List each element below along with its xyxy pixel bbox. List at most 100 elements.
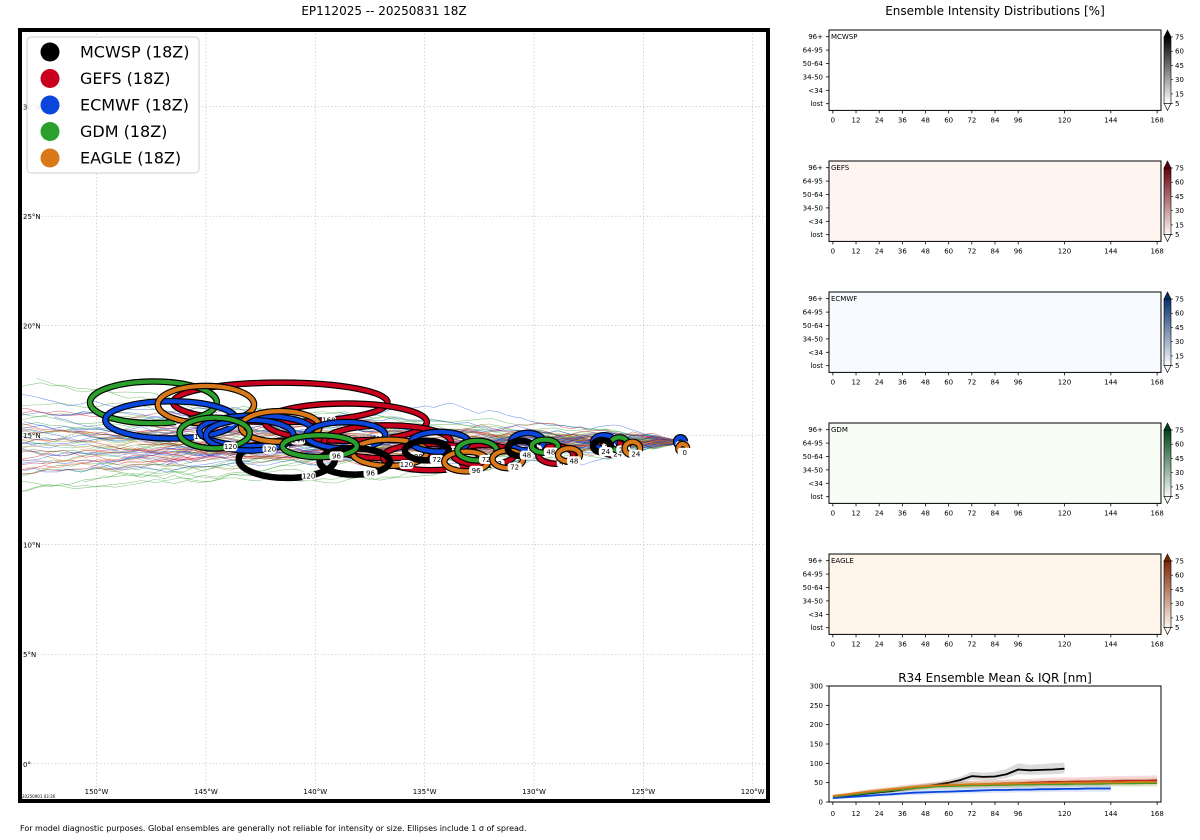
lead-label-box xyxy=(519,450,534,460)
heatmap-cell xyxy=(1130,214,1143,229)
intensity-distributions: Ensemble Intensity Distributions [%] MCWS… xyxy=(803,4,1184,648)
heatmap-cell xyxy=(1083,318,1096,333)
heatmap-cell xyxy=(1095,554,1108,568)
r34-y-tick-label: 100 xyxy=(810,760,823,768)
heatmap-cell xyxy=(933,554,946,568)
heatmap-cell xyxy=(886,449,899,464)
heatmap-cell xyxy=(852,332,865,346)
colorbar-tick-label: 30 xyxy=(1175,76,1184,84)
heatmap-cell xyxy=(967,292,980,306)
heatmap-cell xyxy=(1141,554,1154,568)
x-tick-label: 60 xyxy=(944,247,953,255)
heatmap-cell xyxy=(1060,567,1073,582)
heatmap-cell xyxy=(967,607,980,622)
x-tick-label: 144 xyxy=(1104,640,1118,648)
heatmap-cell xyxy=(1049,43,1062,58)
heatmap-cell xyxy=(852,305,865,320)
heatmap-cell xyxy=(1095,292,1108,306)
heatmap-cell xyxy=(852,567,865,582)
heatmap-cell xyxy=(1083,423,1096,437)
r34-x-tick-label: 24 xyxy=(875,810,884,818)
heatmap-cell xyxy=(1014,30,1027,44)
heatmap-cell xyxy=(875,607,888,622)
heatmap-cell xyxy=(1118,580,1131,595)
heatmap-cell xyxy=(898,621,911,635)
heatmap-cell xyxy=(1002,174,1015,189)
heatmap-cell xyxy=(1002,201,1015,215)
heatmap-cell xyxy=(1025,594,1038,608)
heatmap-cell xyxy=(875,594,888,608)
heatmap-cell xyxy=(956,594,969,608)
heatmap-cell xyxy=(944,490,957,504)
heatmap-cell xyxy=(886,463,899,477)
colorbar-tick-label: 45 xyxy=(1175,455,1184,463)
heatmap-cell xyxy=(1130,449,1143,464)
heatmap-cell xyxy=(1002,607,1015,622)
heatmap-cell xyxy=(956,607,969,622)
heatmap-cell xyxy=(829,423,841,437)
x-tick-label: 72 xyxy=(967,378,976,386)
category-label: 50-64 xyxy=(803,191,824,199)
heatmap-cell xyxy=(1014,187,1027,202)
heatmap-cell xyxy=(1002,476,1015,491)
heatmap-cell xyxy=(1049,228,1062,242)
heatmap-cell xyxy=(1060,201,1073,215)
heatmap-cell xyxy=(863,318,876,333)
heatmap-cell xyxy=(1106,554,1119,568)
heatmap-cell xyxy=(1037,97,1050,111)
heatmap-cell xyxy=(1014,161,1027,175)
lon-label: 120°W xyxy=(741,788,765,796)
heatmap-cell xyxy=(875,174,888,189)
x-tick-label: 96 xyxy=(1014,640,1023,648)
heatmap-cell xyxy=(944,201,957,215)
heatmap-cell xyxy=(875,436,888,451)
heatmap-cell xyxy=(1083,476,1096,491)
heatmap-cell xyxy=(1014,554,1027,568)
x-tick-label: 144 xyxy=(1104,509,1118,517)
x-tick-label: 120 xyxy=(1058,509,1071,517)
lead-label: 48 xyxy=(546,449,555,457)
heatmap-cell xyxy=(921,607,934,622)
heatmap-cell xyxy=(898,607,911,622)
heatmap-cell xyxy=(840,305,853,320)
x-tick-label: 36 xyxy=(898,116,907,124)
x-tick-label: 36 xyxy=(898,378,907,386)
heatmap-cell xyxy=(1072,332,1085,346)
heatmap-cell xyxy=(1037,567,1050,582)
heatmap-cell xyxy=(933,228,946,242)
lead-label: 120 xyxy=(224,443,237,451)
heatmap-cell xyxy=(910,580,923,595)
colorbar-tick-label: 30 xyxy=(1175,338,1184,346)
heatmap-cell xyxy=(991,580,1004,595)
category-label: lost xyxy=(810,231,823,239)
heatmap-cell xyxy=(1025,305,1038,320)
heatmap-cell xyxy=(886,580,899,595)
heatmap-cell xyxy=(921,201,934,215)
heatmap-cell xyxy=(886,423,899,437)
heatmap-cell xyxy=(829,305,841,320)
heatmap-cell xyxy=(1060,292,1073,306)
heatmap-cell xyxy=(875,292,888,306)
heatmap-cell xyxy=(863,187,876,202)
x-tick-label: 36 xyxy=(898,247,907,255)
heatmap-cell xyxy=(1072,476,1085,491)
r34-x-tick-label: 0 xyxy=(831,810,835,818)
heatmap-cell xyxy=(933,70,946,84)
lead-label: 96 xyxy=(366,470,375,478)
heatmap-cell xyxy=(967,228,980,242)
heatmap-cell xyxy=(1095,161,1108,175)
heatmap-cell xyxy=(1049,332,1062,346)
heatmap-cell xyxy=(898,567,911,582)
heatmap-cell xyxy=(1049,292,1062,306)
category-label: lost xyxy=(810,493,823,501)
heatmap-cell xyxy=(898,214,911,229)
heatmap-cell xyxy=(979,56,992,71)
heatmap-cell xyxy=(829,187,841,202)
legend-label: EAGLE (18Z) xyxy=(80,149,181,168)
heatmap-cell xyxy=(840,161,853,175)
heatmap-cell xyxy=(1118,621,1131,635)
lead-label: 120 xyxy=(263,445,276,453)
heatmap-cell xyxy=(944,292,957,306)
colorbar-tick-label: 15 xyxy=(1175,483,1184,491)
heatmap-cell xyxy=(886,83,899,98)
